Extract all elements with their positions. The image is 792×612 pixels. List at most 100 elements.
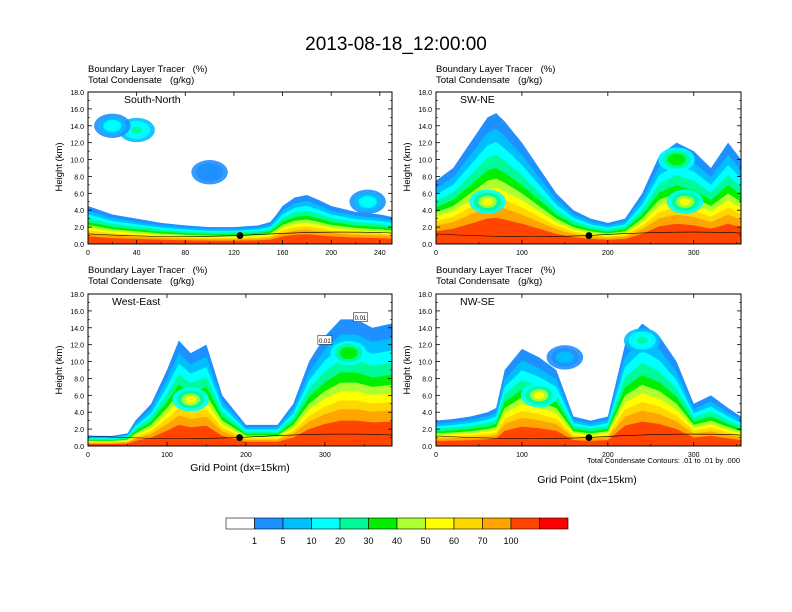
panel-4-ytick-label-5: 10.0 (418, 360, 432, 367)
panel-1-ytick-label-1: 2.0 (74, 225, 84, 232)
panel-2-xtick-label-2: 200 (602, 250, 614, 257)
panel-4-ytick-label-1: 2.0 (422, 427, 432, 434)
panel-1-marker-dot (236, 232, 244, 239)
panel-4-xtick-label-2: 200 (602, 452, 614, 459)
panel-2-ytick-label-0: 0.0 (422, 242, 432, 249)
panel-4-ytick-label-9: 18.0 (418, 292, 432, 299)
panel-2-contour-line (436, 231, 741, 237)
panel-3-blob-0-3 (185, 395, 197, 404)
panel-2-ytick-label-4: 8.0 (422, 174, 432, 181)
panel-1-ylabel: Height (km) (54, 142, 65, 191)
plot-layer: 0.0 2.0 4.0 6.0 8.0 10.0 12.0 14.0 16.0 18.0 0 40 80… (70, 90, 742, 459)
panel-4-band-100 (436, 421, 741, 446)
panel-4-ytick-label-4: 8.0 (422, 376, 432, 383)
panel-3-ytick-label-9: 18.0 (70, 292, 84, 299)
panel-4-xtick-label-1: 100 (516, 452, 528, 459)
panel-3-ytick-label-5: 10.0 (70, 360, 84, 367)
panel-1-ytick-label-6: 12.0 (70, 141, 84, 148)
panel-3-blob-1-3 (343, 349, 355, 357)
panel-1-blob-0-3 (131, 126, 143, 134)
panel-2-section-label: SW-NE (460, 94, 495, 106)
panel-3-ylabel: Height (km) (54, 345, 65, 394)
panel-1-blob-2-3 (204, 168, 216, 176)
panel-1-band-100 (88, 234, 392, 244)
panel-sw-ne: Boundary Layer Tracer (%) Total Condensat… (402, 64, 555, 192)
panel-4-fill-label: Boundary Layer Tracer (%) (436, 265, 555, 276)
colorbar-swatch-7 (425, 517, 455, 530)
panel-3-contour-label-box-0 (317, 335, 333, 345)
panel-3-ytick-label-7: 14.0 (70, 326, 84, 333)
panel-1-ytick-label-2: 4.0 (74, 208, 84, 215)
panel-3-ytick-label-2: 4.0 (74, 410, 84, 417)
panel-4-field (436, 323, 741, 446)
panel-4-ytick-label-3: 6.0 (422, 393, 432, 400)
panel-1-xtick-label-0: 0 (86, 250, 90, 257)
panel-3-xtick-label-1: 100 (161, 452, 173, 459)
figure-title: 2013-08-18_12:00:00 (305, 34, 487, 55)
colorbar-swatch-3 (311, 517, 341, 530)
panel-1-fill-label: Boundary Layer Tracer (%) (88, 64, 207, 75)
colorbar-label-7: 60 (449, 536, 459, 546)
panel-4-blob-1-3 (559, 353, 571, 361)
panel-4-xtick-label-3: 300 (688, 452, 700, 459)
panel-1-xtick-label-3: 120 (228, 250, 240, 257)
panel-2-ytick-label-5: 10.0 (418, 158, 432, 165)
colorbar-swatch-4 (339, 517, 369, 530)
panel-3-band-100 (88, 420, 392, 446)
panel-1-ytick-label-5: 10.0 (70, 158, 84, 165)
panel-1-xtick-label-6: 240 (374, 250, 386, 257)
colorbar-swatch-10 (510, 517, 540, 530)
panel-3-ytick-label-0: 0.0 (74, 444, 84, 451)
panel-1-xtick-label-4: 160 (277, 250, 289, 257)
panel-1-ytick-label-4: 8.0 (74, 174, 84, 181)
colorbar-label-4: 30 (363, 536, 373, 546)
panel-2-plot: 0.0 2.0 4.0 6.0 8.0 10.0 12.0 14.0 16.0 18.0 0 100 2… (418, 90, 742, 257)
panel-1-xtick-label-2: 80 (181, 250, 189, 257)
panel-4-ytick-label-7: 14.0 (418, 326, 432, 333)
panel-2-blob-0-3 (482, 198, 494, 206)
panel-nw-se: Boundary Layer Tracer (%) Total Condensat… (402, 265, 740, 486)
panel-1-ytick-label-9: 18.0 (70, 90, 84, 97)
colorbar-label-9: 100 (503, 536, 518, 546)
panel-4-blob-2-3 (636, 336, 648, 345)
panel-2-ytick-label-7: 14.0 (418, 124, 432, 131)
panel-3-ytick-label-1: 2.0 (74, 427, 84, 434)
colorbar-label-1: 5 (280, 536, 285, 546)
colorbar-label-2: 10 (306, 536, 316, 546)
panel-2-contour-label: Total Condensate (g/kg) (436, 75, 542, 86)
panel-3-contour-label-box-1 (353, 312, 368, 322)
panel-1-xtick-label-1: 40 (133, 250, 141, 257)
panel-3-xtick-label-3: 300 (319, 452, 331, 459)
panel-2-marker-dot (585, 232, 593, 239)
panel-3-fill-label: Boundary Layer Tracer (%) (88, 265, 207, 276)
panel-4-plot: 0.0 2.0 4.0 6.0 8.0 10.0 12.0 14.0 16.0 18.0 0 100 2… (418, 292, 742, 459)
panel-4-ytick-label-6: 12.0 (418, 343, 432, 350)
panel-3-xlabel: Grid Point (dx=15km) (190, 462, 290, 474)
colorbar-swatch-8 (453, 517, 483, 530)
colorbar-swatch-1 (254, 517, 284, 530)
panel-1-field (88, 113, 392, 244)
panel-1-ytick-label-0: 0.0 (74, 242, 84, 249)
panel-3-ytick-label-6: 12.0 (70, 343, 84, 350)
panel-4-ytick-label-8: 16.0 (418, 309, 432, 316)
panel-4-xlabel: Grid Point (dx=15km) (537, 474, 637, 486)
colorbar-label-3: 20 (335, 536, 345, 546)
panel-3-xtick-label-0: 0 (86, 452, 90, 459)
panel-3-ytick-label-4: 8.0 (74, 376, 84, 383)
panel-4-ytick-label-2: 4.0 (422, 410, 432, 417)
panel-4-contour-label: Total Condensate (g/kg) (436, 276, 542, 287)
panel-2-field (436, 113, 741, 244)
panel-3-contour-label-1: 0.01 (355, 316, 367, 322)
panel-2-ytick-label-6: 12.0 (418, 141, 432, 148)
panel-1-ytick-label-3: 6.0 (74, 191, 84, 198)
panel-2-ytick-label-9: 18.0 (418, 90, 432, 97)
panel-1-contour-label: Total Condensate (g/kg) (88, 75, 194, 86)
panel-4-ylabel: Height (km) (402, 345, 413, 394)
panel-2-ylabel: Height (km) (402, 142, 413, 191)
panel-2-xtick-label-3: 300 (688, 250, 700, 257)
panel-3-plot: 0.01 0.01 0.0 2.0 4.0 6.0 8.0 10.0 12.0 14.0 16.0 1… (70, 292, 393, 459)
panel-2-ytick-label-8: 16.0 (418, 107, 432, 114)
panel-2-ytick-label-3: 6.0 (422, 191, 432, 198)
panel-1-plot: 0.0 2.0 4.0 6.0 8.0 10.0 12.0 14.0 16.0 18.0 0 40 80… (70, 90, 393, 257)
